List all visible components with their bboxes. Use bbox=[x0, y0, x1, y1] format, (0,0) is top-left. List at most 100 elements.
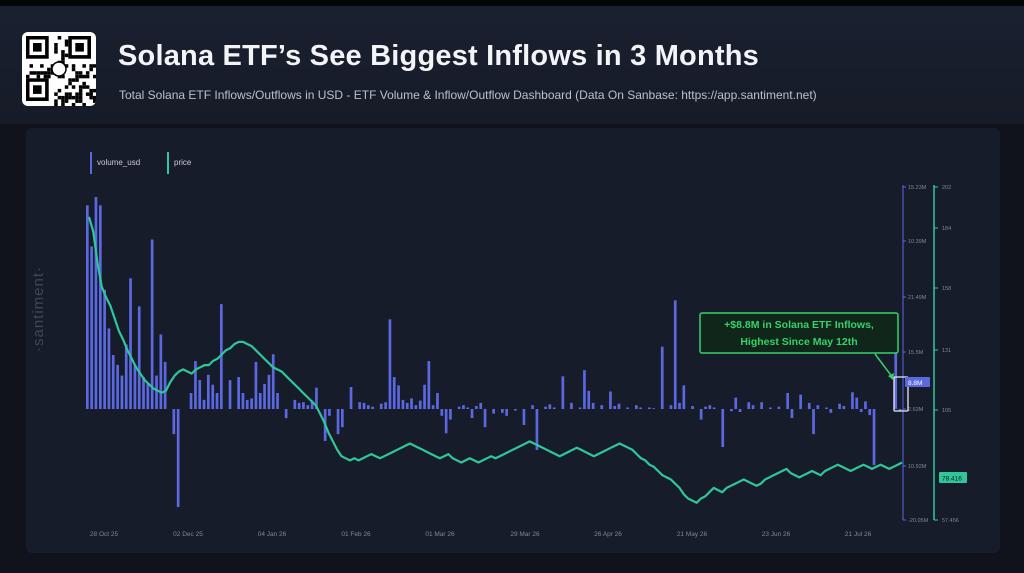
volume-bar bbox=[704, 406, 707, 409]
volume-bar bbox=[462, 405, 465, 409]
chart-legend: volume_usd price bbox=[90, 152, 192, 174]
top-edge bbox=[0, 0, 1024, 6]
price-axis-label: 105 bbox=[942, 408, 951, 414]
price-axis-label: 57.456 bbox=[942, 518, 959, 524]
volume-bar bbox=[362, 402, 366, 409]
volume-bar bbox=[250, 398, 253, 409]
volume-bar bbox=[691, 406, 694, 409]
volume-bar bbox=[859, 409, 863, 412]
volume-bar bbox=[738, 409, 742, 412]
volume-bar bbox=[829, 409, 833, 413]
volume-bar bbox=[514, 409, 517, 411]
volume-bars bbox=[86, 197, 902, 507]
volume-bar bbox=[129, 278, 132, 409]
volume-bar bbox=[799, 394, 802, 409]
volume-axis-label: 2.63M bbox=[908, 407, 924, 413]
volume-bar bbox=[202, 399, 206, 409]
volume-bar bbox=[583, 370, 586, 409]
volume-bar bbox=[855, 397, 859, 409]
volume-bar bbox=[410, 398, 413, 409]
volume-bar bbox=[384, 402, 387, 409]
current-volume-label: 8.8M bbox=[908, 380, 922, 387]
annotation-line-2: Highest Since May 12th bbox=[740, 336, 857, 348]
volume-bar bbox=[116, 364, 119, 409]
volume-bar bbox=[635, 405, 638, 409]
volume-bar bbox=[708, 405, 712, 409]
current-price-label: 78.416 bbox=[942, 476, 962, 483]
volume-bar bbox=[682, 385, 686, 409]
annotation-callout: +$8.8M in Solana ETF Inflows, Highest Si… bbox=[699, 312, 899, 380]
volume-bar bbox=[790, 409, 794, 419]
volume-bar bbox=[176, 409, 180, 507]
volume-axis-label: 10.92M bbox=[908, 464, 927, 470]
volume-axis-label: -20.05M bbox=[908, 518, 929, 524]
volume-bar bbox=[699, 409, 703, 420]
volume-bar bbox=[103, 289, 106, 409]
volume-bar bbox=[535, 409, 539, 450]
volume-bar bbox=[401, 399, 405, 409]
legend-price-label[interactable]: price bbox=[174, 158, 192, 167]
volume-bar bbox=[812, 409, 815, 435]
x-tick-label: 21 Jul 26 bbox=[845, 531, 872, 538]
qr-code-icon[interactable] bbox=[22, 32, 96, 106]
annotation-arrow bbox=[874, 353, 894, 379]
volume-bar bbox=[349, 387, 353, 409]
volume-bar bbox=[211, 384, 215, 409]
volume-bar bbox=[328, 409, 331, 416]
legend-volume-label[interactable]: volume_usd bbox=[97, 158, 140, 167]
volume-axis-label: 15.5M bbox=[908, 350, 924, 356]
volume-bar bbox=[371, 406, 374, 409]
volume-bar bbox=[617, 403, 621, 409]
volume-bar bbox=[838, 403, 841, 409]
header: Solana ETF’s See Biggest Inflows in 3 Mo… bbox=[0, 6, 1024, 124]
volume-bar bbox=[405, 402, 409, 409]
volume-bar bbox=[522, 409, 526, 425]
volume-bar bbox=[872, 409, 876, 466]
volume-bar bbox=[600, 405, 604, 409]
volume-bar bbox=[660, 346, 664, 409]
volume-bar bbox=[418, 400, 422, 409]
volume-bar bbox=[777, 406, 781, 409]
volume-bar bbox=[807, 402, 811, 409]
volume-bar bbox=[306, 405, 310, 409]
x-tick-label: 23 Jun 26 bbox=[762, 531, 791, 538]
current-volume-tag: 8.8M bbox=[905, 377, 930, 387]
x-tick-label: 21 May 26 bbox=[677, 531, 708, 538]
volume-bar bbox=[263, 383, 266, 409]
volume-bar bbox=[297, 402, 301, 409]
volume-bar bbox=[440, 409, 444, 416]
volume-bar bbox=[379, 403, 383, 409]
volume-bar bbox=[198, 380, 202, 409]
volume-bar bbox=[241, 393, 245, 409]
legend-swatch-price bbox=[167, 152, 169, 174]
volume-bar bbox=[315, 387, 318, 409]
volume-bar bbox=[673, 300, 677, 409]
volume-axis-label: 10.39M bbox=[908, 239, 927, 245]
volume-bar bbox=[90, 246, 93, 409]
volume-bar bbox=[276, 393, 279, 409]
volume-bar bbox=[341, 409, 344, 428]
volume-bar bbox=[220, 304, 223, 409]
page-subtitle: Total Solana ETF Inflows/Outflows in USD… bbox=[119, 88, 817, 102]
volume-bar bbox=[864, 401, 867, 409]
volume-bar bbox=[310, 400, 314, 409]
volume-bar bbox=[293, 399, 297, 409]
volume-bar bbox=[254, 361, 258, 409]
price-axis: 202 184 158 131 105 57.456 bbox=[934, 185, 959, 524]
current-price-tag: 78.416 bbox=[939, 472, 967, 483]
volume-bar bbox=[414, 405, 418, 409]
annotation-line-1: +$8.8M in Solana ETF Inflows, bbox=[724, 319, 874, 331]
volume-bar bbox=[531, 405, 534, 409]
volume-bar bbox=[258, 393, 262, 409]
volume-bar bbox=[669, 405, 673, 409]
volume-bar bbox=[734, 397, 738, 409]
volume-bar bbox=[475, 406, 478, 409]
volume-bar bbox=[751, 405, 755, 409]
highlight-box bbox=[893, 376, 909, 412]
volume-bar bbox=[388, 319, 392, 409]
volume-bar bbox=[851, 392, 854, 409]
volume-bar bbox=[423, 384, 426, 409]
volume-bar bbox=[436, 393, 439, 409]
volume-bar bbox=[142, 377, 145, 409]
